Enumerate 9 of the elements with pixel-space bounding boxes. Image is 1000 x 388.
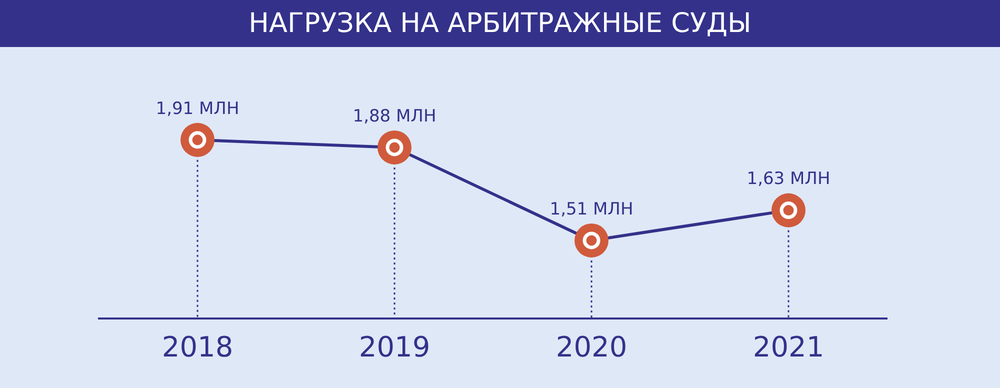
x-tick-label: 2018 <box>162 330 234 364</box>
data-label: 1,88 МЛН <box>352 106 436 126</box>
data-label: 1,51 МЛН <box>550 199 634 220</box>
chart-title: НАГРУЗКА НА АРБИТРАЖНЫЕ СУДЫ <box>0 0 1000 47</box>
x-tick-label: 2020 <box>556 330 628 364</box>
x-tick-label: 2021 <box>752 330 824 364</box>
data-label: 1,91 МЛН <box>156 98 240 119</box>
x-tick-label: 2019 <box>358 330 430 364</box>
data-label: 1,63 МЛН <box>746 169 830 190</box>
